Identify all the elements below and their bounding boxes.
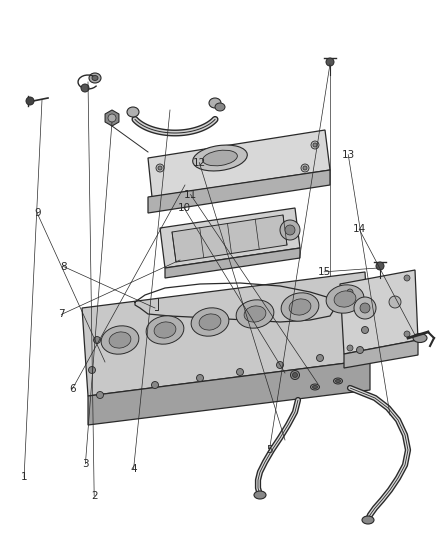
Text: 3: 3 — [82, 459, 89, 469]
Polygon shape — [88, 360, 370, 425]
Ellipse shape — [326, 58, 334, 66]
Ellipse shape — [101, 326, 139, 354]
Text: 15: 15 — [318, 267, 331, 277]
Ellipse shape — [152, 382, 159, 389]
Ellipse shape — [280, 220, 300, 240]
Ellipse shape — [361, 327, 368, 334]
Ellipse shape — [334, 291, 356, 307]
Ellipse shape — [311, 141, 319, 149]
Ellipse shape — [244, 306, 266, 322]
Ellipse shape — [354, 297, 376, 319]
Ellipse shape — [127, 107, 139, 117]
Polygon shape — [172, 215, 287, 262]
Text: 11: 11 — [184, 190, 197, 199]
Text: 10: 10 — [177, 203, 191, 213]
Ellipse shape — [108, 114, 116, 122]
Text: 2: 2 — [91, 491, 98, 500]
Ellipse shape — [360, 303, 370, 313]
Ellipse shape — [203, 150, 237, 166]
Polygon shape — [165, 248, 300, 278]
Polygon shape — [148, 130, 330, 197]
Ellipse shape — [289, 299, 311, 315]
Ellipse shape — [285, 225, 295, 235]
Ellipse shape — [81, 84, 89, 92]
Ellipse shape — [290, 370, 300, 379]
Text: 4: 4 — [130, 464, 137, 474]
Polygon shape — [148, 170, 330, 213]
Polygon shape — [82, 272, 370, 396]
Text: 13: 13 — [342, 150, 355, 159]
Ellipse shape — [301, 164, 309, 172]
Polygon shape — [340, 270, 418, 354]
Ellipse shape — [254, 491, 266, 499]
Ellipse shape — [158, 166, 162, 170]
Polygon shape — [344, 340, 418, 368]
Ellipse shape — [293, 373, 297, 377]
Text: 12: 12 — [193, 158, 206, 167]
Ellipse shape — [146, 316, 184, 344]
Text: 1: 1 — [21, 472, 28, 482]
Text: 9: 9 — [34, 208, 41, 218]
Ellipse shape — [389, 296, 401, 308]
Ellipse shape — [93, 336, 100, 343]
Ellipse shape — [193, 145, 247, 171]
Ellipse shape — [404, 275, 410, 281]
Ellipse shape — [376, 262, 384, 270]
Ellipse shape — [236, 300, 274, 328]
Ellipse shape — [311, 384, 319, 390]
Ellipse shape — [313, 143, 317, 147]
Ellipse shape — [156, 164, 164, 172]
Ellipse shape — [89, 73, 101, 83]
Ellipse shape — [191, 308, 229, 336]
Ellipse shape — [326, 285, 364, 313]
Text: 6: 6 — [69, 384, 76, 394]
Text: 14: 14 — [353, 224, 366, 234]
Ellipse shape — [109, 332, 131, 348]
Ellipse shape — [92, 76, 98, 80]
Polygon shape — [160, 208, 300, 268]
Ellipse shape — [347, 289, 353, 295]
Ellipse shape — [317, 354, 324, 361]
Ellipse shape — [26, 97, 34, 105]
Ellipse shape — [197, 375, 204, 382]
Ellipse shape — [281, 293, 319, 321]
Ellipse shape — [276, 361, 283, 368]
Ellipse shape — [303, 166, 307, 170]
Ellipse shape — [362, 516, 374, 524]
Ellipse shape — [154, 322, 176, 338]
Ellipse shape — [312, 385, 318, 389]
Ellipse shape — [209, 98, 221, 108]
Ellipse shape — [357, 346, 364, 353]
Ellipse shape — [404, 331, 410, 337]
Text: 7: 7 — [58, 310, 65, 319]
Ellipse shape — [333, 378, 343, 384]
Ellipse shape — [347, 345, 353, 351]
Ellipse shape — [199, 314, 221, 330]
Ellipse shape — [237, 368, 244, 376]
Ellipse shape — [88, 367, 95, 374]
Text: 8: 8 — [60, 262, 67, 271]
Text: 5: 5 — [266, 446, 273, 455]
Ellipse shape — [413, 334, 427, 343]
Ellipse shape — [96, 392, 103, 399]
Ellipse shape — [336, 379, 340, 383]
Polygon shape — [105, 110, 119, 126]
Ellipse shape — [215, 103, 225, 111]
